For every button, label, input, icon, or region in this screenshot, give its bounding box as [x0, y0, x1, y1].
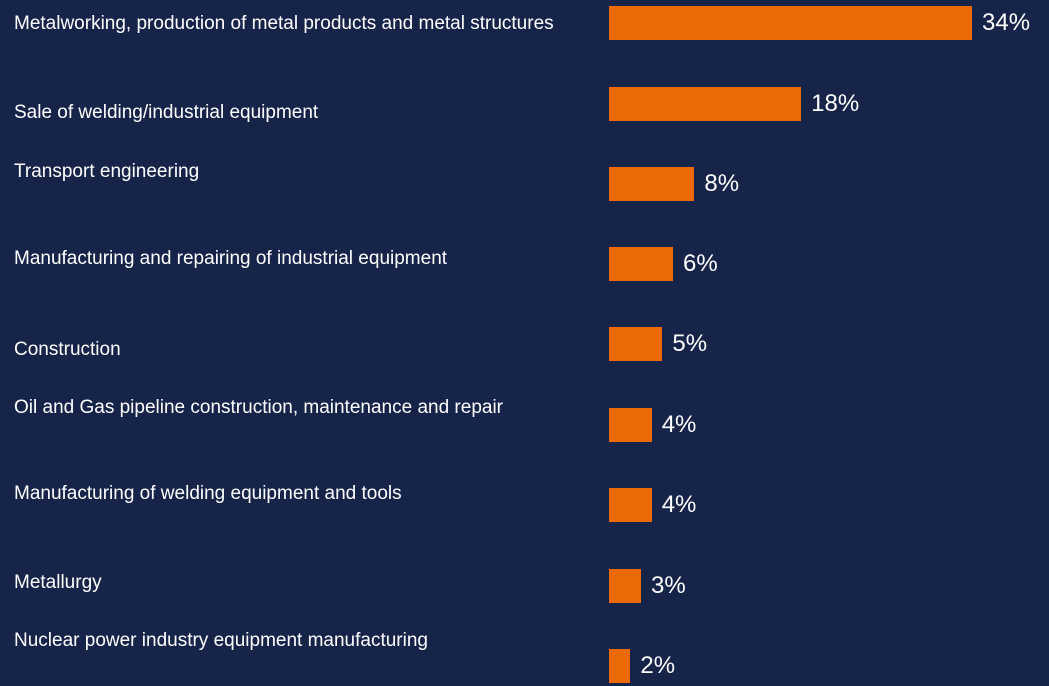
value-label: 5% — [672, 330, 708, 357]
bar — [609, 488, 652, 522]
value-label: 4% — [661, 491, 697, 518]
category-label: Sale of welding/industrial equipment — [14, 102, 319, 123]
value-label: 6% — [683, 250, 718, 277]
category-label: Metallurgy — [14, 572, 102, 593]
bar — [609, 87, 802, 121]
bar — [609, 327, 663, 361]
value-label: 8% — [704, 170, 740, 197]
category-label: Construction — [14, 339, 121, 360]
bar — [609, 167, 695, 201]
bar — [609, 569, 642, 603]
bar — [609, 649, 631, 683]
value-label: 2% — [640, 652, 676, 679]
bar — [609, 6, 972, 40]
value-label: 18% — [811, 90, 860, 117]
category-label: Manufacturing of welding equipment and t… — [14, 483, 402, 504]
value-label: 3% — [651, 572, 686, 599]
category-label: Metalworking, production of metal produc… — [14, 13, 554, 34]
value-label: 34% — [982, 9, 1031, 36]
bar — [609, 247, 674, 281]
category-label: Transport engineering — [14, 161, 200, 182]
category-label: Nuclear power industry equipment manufac… — [14, 630, 428, 651]
category-label: Manufacturing and repairing of industria… — [14, 248, 448, 269]
bar — [609, 408, 652, 442]
category-label: Oil and Gas pipeline construction, maint… — [14, 397, 504, 418]
value-label: 4% — [661, 411, 697, 438]
